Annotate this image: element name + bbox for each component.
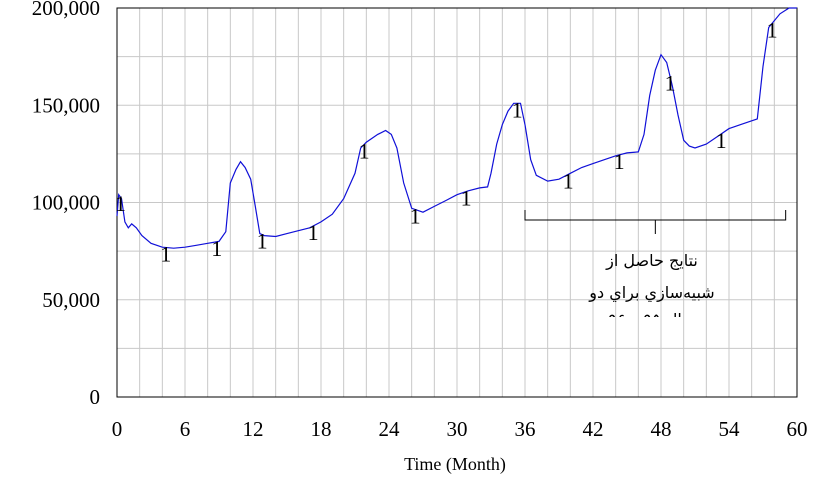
annotation-line-1: نتايج حاصل از: [605, 251, 698, 271]
y-tick-label: 150,000: [32, 93, 100, 117]
y-tick-label: 200,000: [32, 0, 100, 20]
x-tick-label: 24: [379, 417, 401, 441]
x-tick-label: 30: [447, 417, 468, 441]
series-marker: 1: [716, 128, 727, 153]
series-marker: 1: [665, 70, 676, 95]
series-marker: 1: [359, 139, 370, 164]
y-tick-labels: 0 50,000 100,000 150,000 200,000: [32, 0, 100, 409]
x-tick-label: 60: [787, 417, 808, 441]
series-marker: 1: [767, 17, 778, 42]
x-tick-label: 36: [515, 417, 536, 441]
series-markers: 1 1 1 1 1 1 1 1 1 1 1 1 1 1: [115, 17, 778, 266]
x-tick-label: 54: [719, 417, 741, 441]
series-line: [116, 7, 797, 249]
series-marker: 1: [115, 191, 126, 216]
series-marker: 1: [211, 236, 222, 261]
grid-lines: [117, 8, 797, 397]
y-tick-label: 100,000: [32, 191, 100, 215]
x-tick-labels: 0 6 12 18 24 30 36 42 48 54 60: [112, 417, 808, 441]
series-marker: 1: [308, 220, 319, 245]
annotation-bracket: [524, 210, 787, 234]
annotation-line-3: سال ۹۵ و ۹۶: [608, 310, 695, 330]
annotation: نتايج حاصل از شبيه‌سازي براي دو سال ۹۵ و…: [524, 210, 787, 330]
series-marker: 1: [160, 242, 171, 267]
series-marker: 1: [410, 204, 421, 229]
series-marker: 1: [614, 149, 625, 174]
x-tick-label: 12: [243, 417, 264, 441]
series-marker: 1: [512, 97, 523, 122]
series-marker: 1: [461, 186, 472, 211]
x-axis-title: Time (Month): [404, 454, 506, 475]
x-tick-label: 6: [180, 417, 191, 441]
plot-frame: [116, 7, 798, 398]
series-marker: 1: [563, 168, 574, 193]
y-tick-label: 50,000: [42, 288, 100, 312]
y-tick-label: 0: [90, 385, 101, 409]
annotation-line-2: شبيه‌سازي براي دو: [588, 283, 714, 303]
x-tick-label: 0: [112, 417, 123, 441]
series-marker: 1: [257, 229, 268, 254]
x-tick-label: 42: [583, 417, 604, 441]
x-tick-label: 18: [311, 417, 332, 441]
x-tick-label: 48: [651, 417, 672, 441]
